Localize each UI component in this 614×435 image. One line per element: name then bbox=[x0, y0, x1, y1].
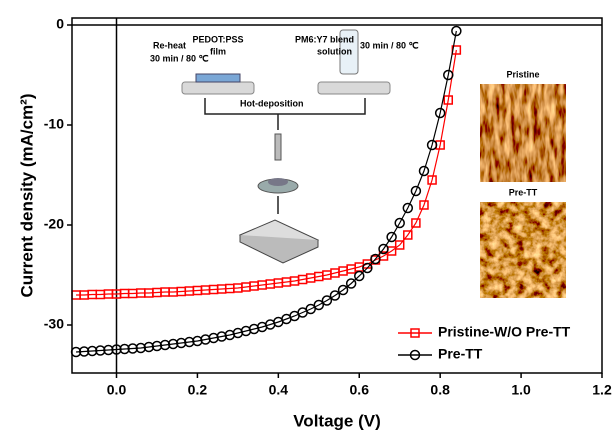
annotation: PEDOT:PSS bbox=[192, 34, 243, 44]
annotation: Hot-deposition bbox=[240, 98, 304, 108]
annotation: solution bbox=[317, 46, 352, 56]
marker bbox=[321, 295, 333, 306]
marker bbox=[443, 69, 454, 81]
marker bbox=[354, 270, 365, 282]
marker bbox=[345, 278, 357, 289]
marker bbox=[143, 341, 155, 353]
marker bbox=[394, 240, 405, 250]
y-tick-label: -20 bbox=[44, 216, 64, 232]
annotation: 30 min / 80 ℃ bbox=[360, 40, 419, 50]
marker bbox=[313, 299, 325, 311]
annotation: Pre-TT bbox=[509, 187, 538, 197]
marker bbox=[175, 337, 187, 349]
marker bbox=[135, 342, 147, 354]
series bbox=[70, 25, 462, 358]
x-tick-label: 0.0 bbox=[107, 382, 127, 398]
x-tick-label: 0.6 bbox=[350, 382, 370, 398]
marker bbox=[78, 346, 90, 357]
marker bbox=[86, 345, 98, 357]
plot-frame bbox=[71, 17, 603, 374]
marker bbox=[184, 336, 195, 348]
y-tick-label: -10 bbox=[44, 116, 64, 132]
series bbox=[71, 45, 462, 300]
legend-label: Pre-TT bbox=[438, 346, 483, 362]
marker bbox=[119, 343, 130, 355]
marker bbox=[443, 95, 454, 105]
annotation: 30 min / 80 ℃ bbox=[150, 53, 209, 63]
marker bbox=[386, 231, 397, 243]
marker bbox=[127, 343, 138, 354]
marker bbox=[411, 218, 421, 228]
legend-label: Pristine-W/O Pre-TT bbox=[438, 324, 571, 340]
legend-marker bbox=[409, 349, 421, 361]
series-line bbox=[76, 49, 457, 296]
marker bbox=[378, 243, 389, 255]
marker bbox=[426, 139, 438, 151]
marker bbox=[337, 284, 349, 296]
legend-marker bbox=[410, 328, 420, 338]
marker bbox=[394, 217, 405, 229]
x-tick-label: 0.2 bbox=[188, 382, 208, 398]
marker bbox=[419, 200, 429, 210]
marker bbox=[111, 344, 122, 355]
x-tick-label: 0.4 bbox=[269, 382, 289, 398]
x-tick-label: 0.8 bbox=[430, 382, 450, 398]
marker bbox=[370, 253, 381, 265]
annotation: Pristine bbox=[506, 69, 539, 79]
marker bbox=[167, 338, 179, 350]
inset-schematic bbox=[181, 29, 566, 298]
marker bbox=[362, 262, 373, 274]
y-tick-label: 0 bbox=[56, 16, 64, 32]
annotation: film bbox=[210, 46, 226, 56]
x-tick-label: 1.0 bbox=[511, 382, 531, 398]
marker bbox=[418, 165, 430, 177]
marker bbox=[451, 25, 462, 37]
marker bbox=[410, 185, 422, 197]
marker bbox=[434, 107, 446, 119]
marker bbox=[402, 202, 414, 214]
y-tick-label: -30 bbox=[44, 316, 64, 332]
marker bbox=[329, 290, 341, 301]
marker bbox=[427, 175, 437, 185]
x-tick-label: 1.2 bbox=[592, 382, 612, 398]
marker bbox=[403, 230, 413, 240]
annotation: Re-heat bbox=[153, 40, 186, 50]
y-axis-label: Current density (mA/cm²) bbox=[17, 93, 36, 297]
marker bbox=[103, 344, 114, 356]
marker bbox=[305, 303, 316, 315]
marker bbox=[159, 339, 171, 351]
marker bbox=[151, 340, 163, 352]
marker bbox=[95, 345, 106, 356]
annotation: PM6:Y7 blend bbox=[295, 34, 354, 44]
x-axis-label: Voltage (V) bbox=[293, 411, 381, 430]
